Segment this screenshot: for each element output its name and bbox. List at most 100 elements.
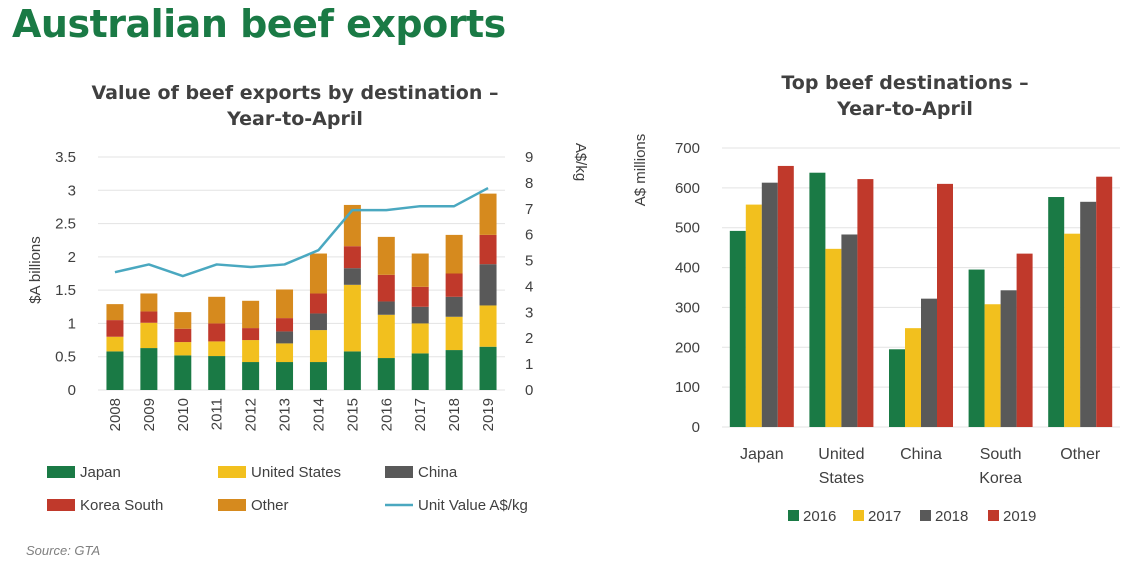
bar-2017 [825,248,842,427]
left-x-tick-label: 2010 [175,398,192,431]
legend-label-2018: 2018 [935,508,968,525]
left-y2-axis-title: A$/kg [572,143,589,181]
right-x-category-label: States [819,470,864,487]
left-y2-tick-label: 0 [525,382,533,399]
bar-2017 [745,204,762,427]
legend-label-unit-value: Unit Value A$/kg [418,497,528,514]
bar-other [106,304,124,321]
left-x-tick-label: 2014 [310,398,327,431]
legend-swatch-2018 [920,510,931,521]
bar-china [479,264,497,306]
right-y-tick-label: 400 [675,260,700,277]
bar-korea-south [411,286,429,307]
bar-2016 [1048,197,1065,427]
bar-2017 [905,328,921,427]
left-y-tick-label: 1.5 [55,282,76,299]
bar-2016 [889,349,905,427]
left-y2-tick-label: 4 [525,278,533,295]
legend-label-korea-south: Korea South [80,497,163,514]
left-x-tick-label: 2018 [446,398,463,431]
bar-japan [343,351,361,390]
bar-united-states [106,336,124,352]
left-x-tick-label: 2012 [243,398,260,431]
left-y2-tick-label: 9 [525,149,533,166]
left-chart-title-line-2: Year-to-April [227,108,363,130]
source-note: Source: GTA [26,543,101,558]
bar-japan [411,353,429,390]
legend-swatch-2017 [853,510,864,521]
right-x-category-label: United [818,446,864,463]
left-x-tick-label: 2015 [344,398,361,431]
bar-japan [479,346,497,390]
legend-swatch-united-states [218,466,246,478]
legend-label-2017: 2017 [868,508,901,525]
left-x-tick-label: 2008 [107,398,124,431]
bar-other [174,312,192,329]
left-y2-tick-label: 7 [525,201,533,218]
bar-2019 [857,179,874,427]
left-x-tick-label: 2013 [277,398,294,431]
bar-japan [242,362,260,390]
left-y-tick-label: 1 [68,315,76,332]
legend-label-other: Other [251,497,289,514]
bar-other [208,296,226,324]
right-x-category-label: Japan [740,446,784,463]
bar-other [411,253,429,287]
bar-united-states [343,284,361,352]
bar-japan [276,362,294,390]
bar-china [343,268,361,285]
left-x-tick-label: 2016 [378,398,395,431]
right-x-category-label: China [900,446,942,463]
bar-japan [377,358,395,390]
bar-japan [174,355,192,390]
bar-japan [208,356,226,390]
bar-2017 [1064,233,1081,427]
bar-united-states [174,342,192,356]
bar-united-states [276,343,294,363]
bar-2016 [729,230,746,427]
bar-korea-south [140,311,158,323]
right-y-tick-label: 300 [675,299,700,316]
left-y-tick-label: 2 [68,249,76,266]
left-chart-title-line-1: Value of beef exports by destination – [91,82,499,104]
bar-japan [140,348,158,390]
bar-united-states [140,322,158,349]
left-x-tick-label: 2011 [209,398,226,430]
right-x-category-label: Other [1060,446,1101,463]
legend-swatch-2016 [788,510,799,521]
left-y2-tick-label: 8 [525,175,533,192]
right-x-category-label: South [980,446,1022,463]
left-y-tick-label: 3 [68,182,76,199]
bar-other [445,234,463,274]
legend-swatch-korea-south [47,499,75,511]
bar-2018 [761,182,778,427]
bar-china [445,296,463,317]
bar-united-states [445,316,463,351]
bar-japan [106,351,124,390]
bar-korea-south [174,328,192,343]
left-y2-tick-label: 6 [525,227,533,244]
bar-other [140,293,158,312]
legend-label-united-states: United States [251,464,341,481]
right-chart-title: Top beef destinations – Year-to-April [700,70,1110,122]
bar-2018 [841,234,858,427]
bar-other [309,253,327,294]
left-x-tick-label: 2009 [141,398,158,431]
bar-2017 [984,304,1001,427]
bar-2019 [1016,253,1033,427]
bar-china [276,331,294,344]
legend-swatch-china [385,466,413,478]
right-y-tick-label: 100 [675,379,700,396]
left-chart-title: Value of beef exports by destination – Y… [70,80,520,132]
legend-label-japan: Japan [80,464,121,481]
bar-2018 [1000,290,1017,427]
bar-china [377,301,395,315]
left-y2-tick-label: 5 [525,253,533,270]
legend-label-2016: 2016 [803,508,836,525]
bar-korea-south [276,318,294,332]
unit-value-line [114,186,489,278]
bar-other [479,193,497,235]
bar-other [276,289,294,319]
